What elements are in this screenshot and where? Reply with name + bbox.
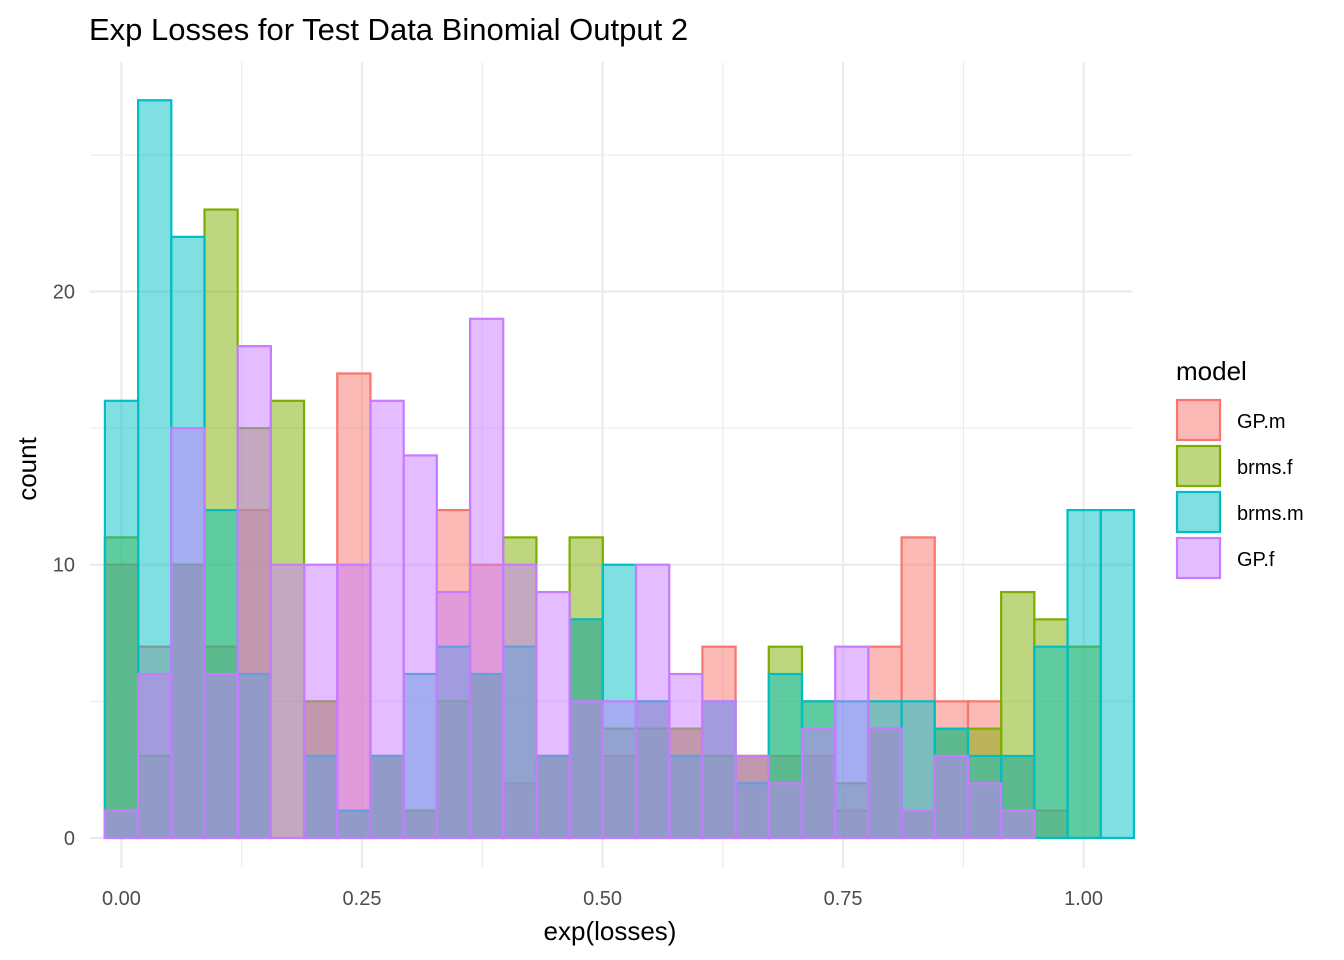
bar-gp-f [369,399,405,840]
x-tick-label: 0.50 [583,888,622,910]
bar-gp-f [568,700,604,840]
bar-gp-f [601,700,638,840]
bar-gp-f [900,809,936,840]
y-axis-ticks: 0 10 20 [53,282,75,850]
bar-gp-f [834,645,870,840]
bar-gp-f [535,590,571,840]
chart-title: Exp Losses for Test Data Binomial Output… [89,12,688,47]
bar-gp-f [800,727,837,840]
histogram-bars [103,99,1136,840]
bar-gp-f [668,672,704,840]
bar-brms-m [1066,508,1102,840]
bar-gp-f [867,727,903,840]
bar-gp-f [269,563,306,840]
bar-gp-f [103,809,140,840]
bar-gp-f [302,563,339,840]
x-tick-label: 0.75 [824,888,863,910]
x-tick-label: 0.25 [343,888,382,910]
bar-gp-f [502,563,538,840]
bar-gp-f [701,700,737,840]
legend-title: model [1176,356,1247,386]
legend-key-brms-f [1175,444,1222,488]
bar-gp-f [137,672,173,840]
bar-gp-f [966,782,1003,840]
y-tick-label: 20 [53,282,75,304]
legend-key-gp-f [1175,536,1222,580]
y-axis-title: count [12,436,42,500]
bar-gp-f [236,345,272,840]
legend-label: brms.f [1237,457,1293,479]
bar-gp-f [933,754,970,840]
y-tick-label: 0 [64,828,75,850]
legend-label: brms.m [1237,503,1304,525]
legend-label: GP.f [1237,549,1275,571]
bar-gp-f [734,754,770,840]
y-tick-label: 10 [53,555,75,577]
bar-gp-f [468,317,505,840]
bar-brms-m [1033,645,1069,840]
bar-brms-m [103,399,140,840]
x-tick-label: 1.00 [1064,888,1103,910]
bar-gp-f [402,454,438,840]
x-axis-ticks: 0.00 0.25 0.50 0.75 1.00 [102,888,1103,910]
bar-gp-f [435,590,472,840]
bar-gp-f [170,427,206,840]
bar-gp-f [767,782,804,840]
legend-label: GP.m [1237,411,1286,433]
bar-gp-f [1000,809,1036,840]
x-tick-label: 0.00 [102,888,141,910]
bar-brms-m [1099,508,1136,840]
legend: GP.m brms.f brms.m GP.f [1175,398,1304,580]
bar-gp-f [203,672,239,840]
legend-key-gp-m [1175,398,1222,442]
bar-gp-f [336,563,372,840]
legend-key-brms-m [1175,490,1222,534]
bar-gp-f [634,563,671,840]
x-axis-title: exp(losses) [544,916,677,946]
